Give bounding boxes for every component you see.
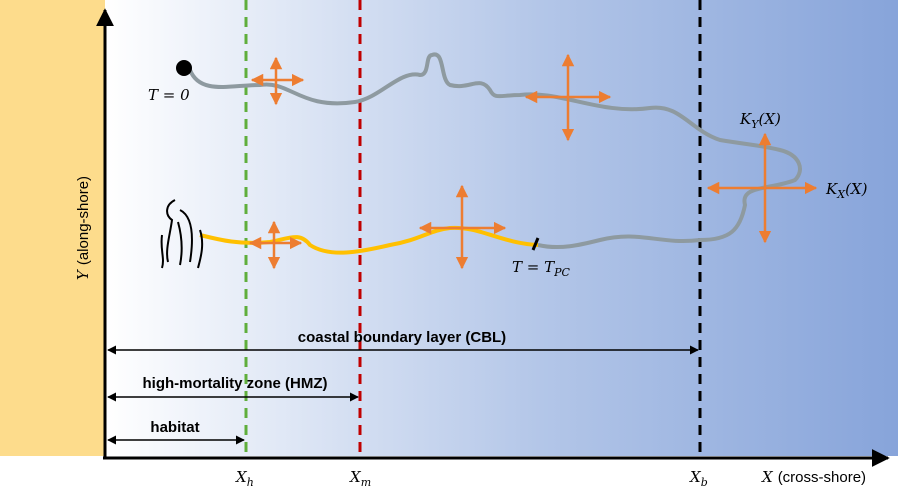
kx-sub: X <box>836 188 846 201</box>
kx-symbol: K <box>825 180 838 198</box>
y-text: (along-shore) <box>75 176 92 265</box>
boundary-sub: b <box>701 476 708 489</box>
ky-sub: Y <box>751 118 760 131</box>
x-text: (cross-shore) <box>778 469 866 486</box>
boundary-label: Xh <box>235 468 254 489</box>
kx-text: (X) <box>845 180 868 198</box>
end-sub: PC <box>553 266 570 279</box>
end-text: T = T <box>512 258 555 276</box>
ky-label: KY(X) <box>739 110 781 131</box>
boundary-symbol: X <box>689 468 702 486</box>
boundary-symbol: X <box>235 468 248 486</box>
boundary-sub: h <box>247 476 254 489</box>
x-axis-label: X (cross-shore) <box>761 468 866 486</box>
zone-label: habitat <box>150 419 199 436</box>
ky-text: (X) <box>758 110 781 128</box>
boundary-sub: m <box>361 476 371 489</box>
start-label: T = 0 <box>148 86 190 104</box>
trajectory-gray <box>188 52 802 250</box>
x-symbol: X <box>761 468 774 486</box>
boundary-label: Xm <box>349 468 371 489</box>
larva-icon <box>160 199 204 269</box>
ky-symbol: K <box>739 110 752 128</box>
kx-label: KX(X) <box>825 180 868 201</box>
zone-label: high-mortality zone (HMZ) <box>143 375 328 392</box>
zone-label: coastal boundary layer (CBL) <box>298 329 506 346</box>
y-axis-label: Y (along-shore) <box>74 176 92 280</box>
boundary-label: Xb <box>689 468 708 489</box>
start-point <box>176 60 192 76</box>
end-label: T = TPC <box>512 258 571 279</box>
y-symbol: Y <box>74 268 92 280</box>
tpc-tick <box>531 237 540 251</box>
boundary-symbol: X <box>349 468 362 486</box>
shore <box>0 0 105 456</box>
